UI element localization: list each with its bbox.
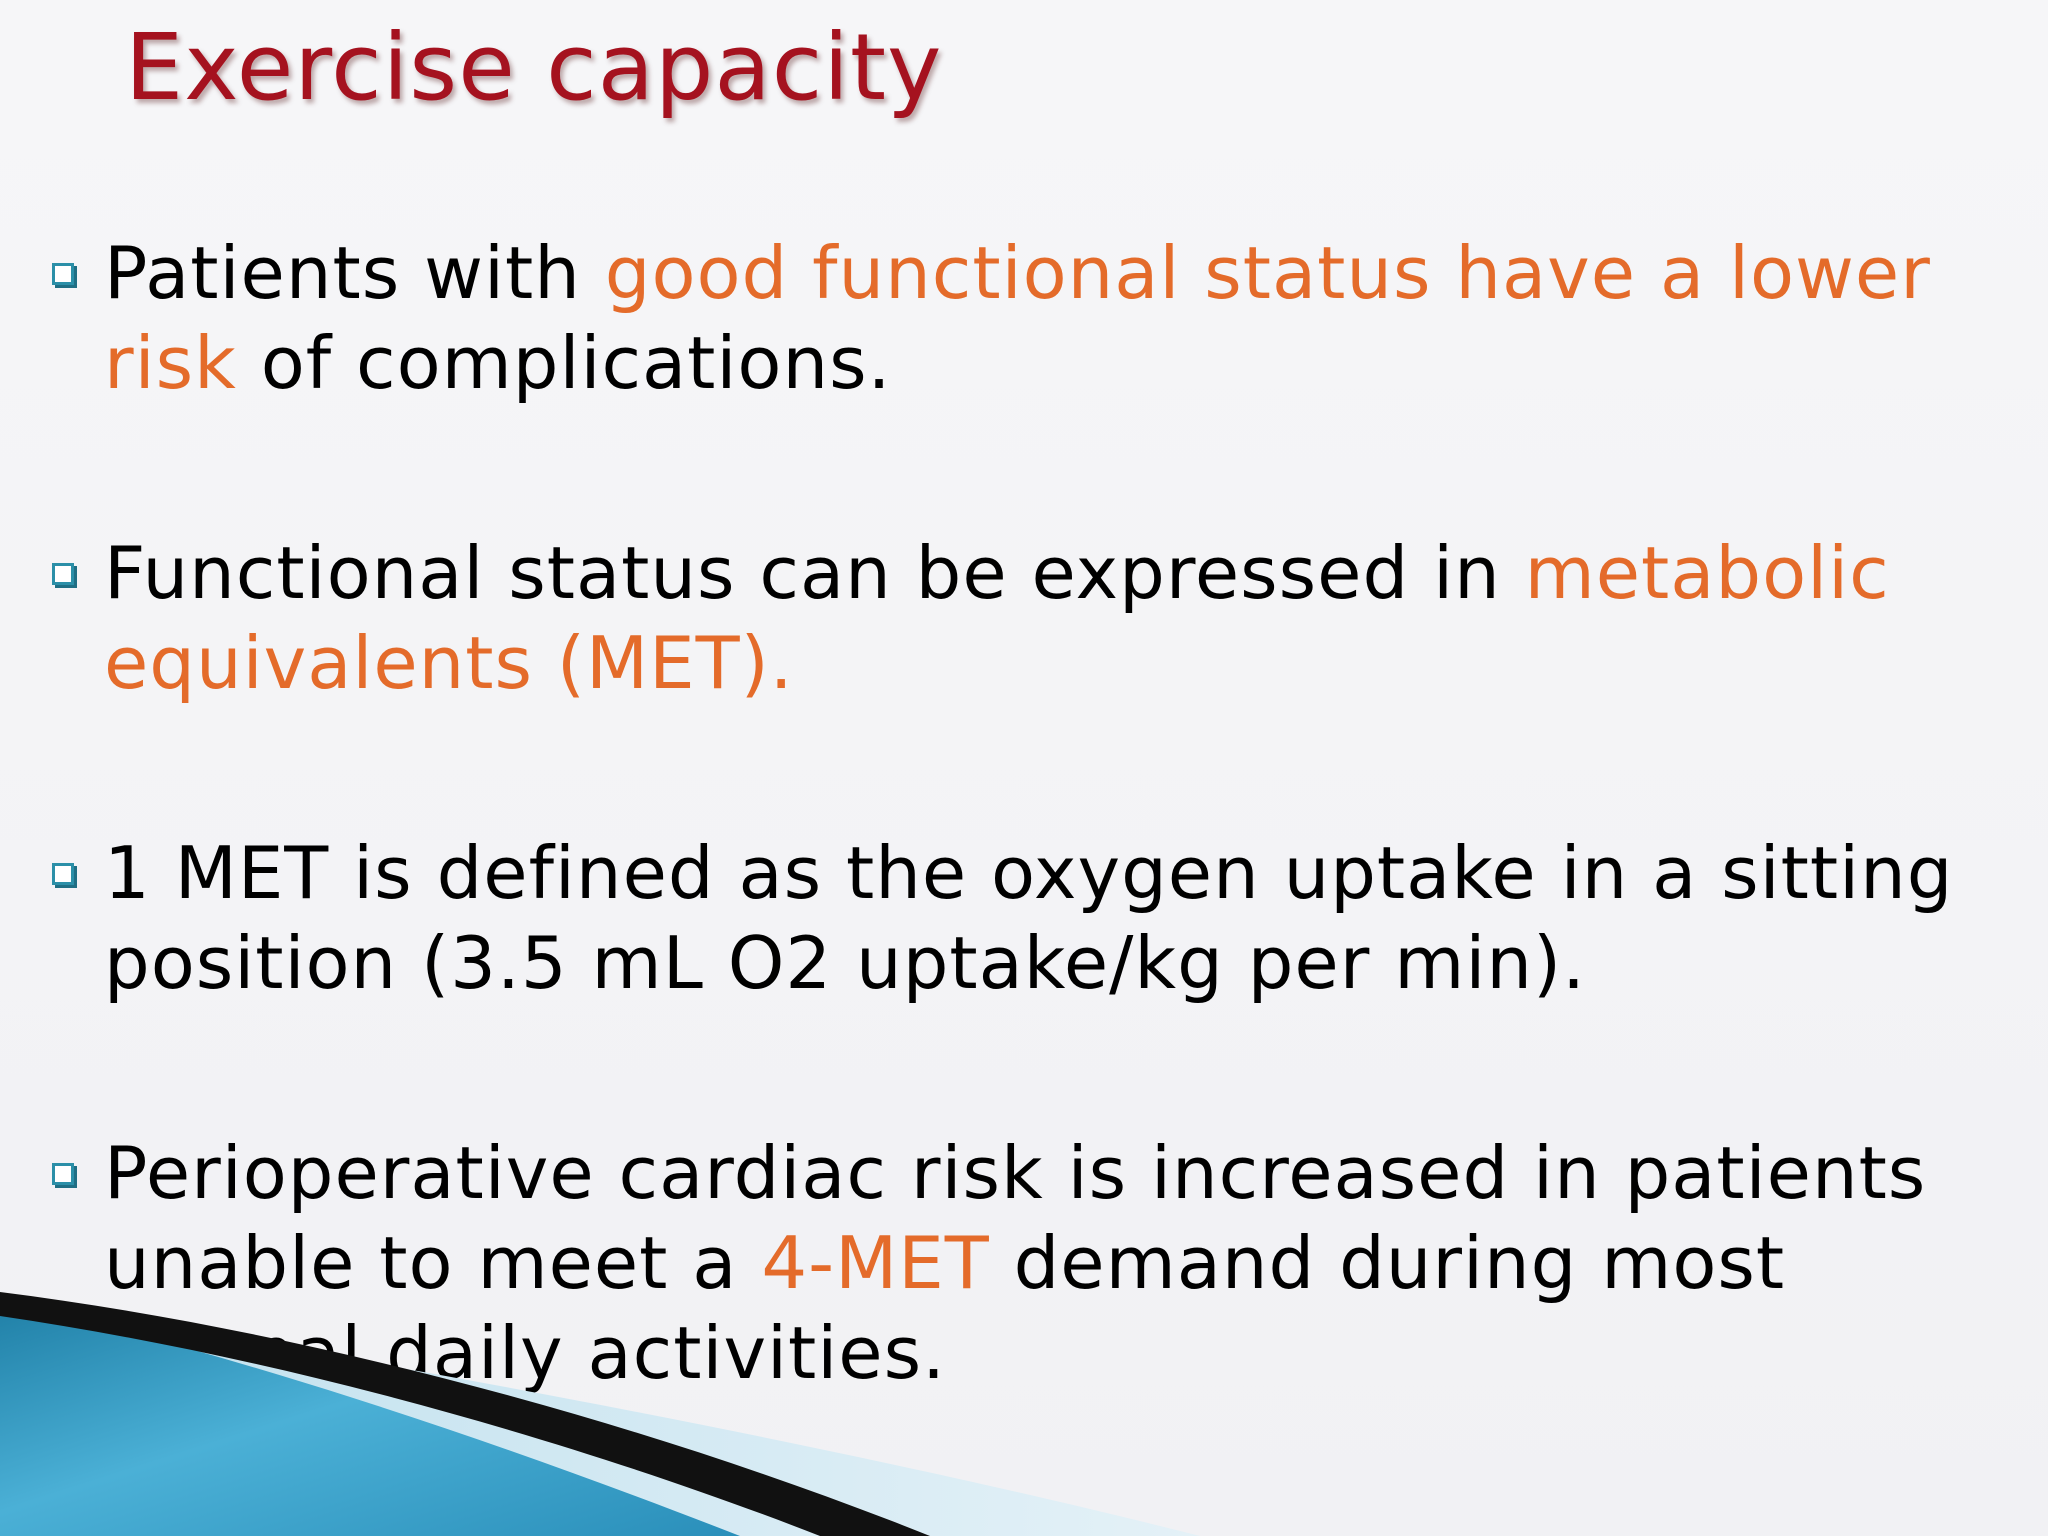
highlight-text: equivalents (MET). bbox=[104, 621, 794, 705]
text-run: of complications. bbox=[236, 321, 892, 405]
text-run: unable to meet a bbox=[104, 1221, 762, 1305]
highlight-text: 4-MET bbox=[761, 1221, 990, 1305]
bullet-line: position (3.5 mL O2 uptake/kg per min). bbox=[104, 918, 1586, 1008]
bullet-line: 1 MET is defined as the oxygen uptake in… bbox=[104, 828, 1953, 918]
bullet-line: Functional status can be expressed in me… bbox=[104, 528, 1890, 618]
bullet-line: Perioperative cardiac risk is increased … bbox=[104, 1128, 1926, 1218]
highlight-text: risk bbox=[104, 321, 237, 405]
bullet-line: risk of complications. bbox=[104, 318, 892, 408]
highlight-text: good functional status have a lower bbox=[604, 231, 1931, 315]
bullet-line: Patients with good functional status hav… bbox=[104, 228, 1931, 318]
bullet-line: normal daily activities. bbox=[104, 1308, 946, 1398]
text-run: position (3.5 mL O2 uptake/kg per min). bbox=[104, 921, 1586, 1005]
square-bullet-icon bbox=[52, 563, 74, 585]
text-run: Patients with bbox=[104, 231, 605, 315]
square-bullet-icon bbox=[52, 263, 74, 285]
bullet-line: equivalents (MET). bbox=[104, 618, 794, 708]
text-run: normal daily activities. bbox=[104, 1311, 946, 1395]
bullet-line: unable to meet a 4-MET demand during mos… bbox=[104, 1218, 1785, 1308]
text-run: 1 MET is defined as the oxygen uptake in… bbox=[104, 831, 1954, 915]
text-run: demand during most bbox=[989, 1221, 1786, 1305]
highlight-text: metabolic bbox=[1524, 531, 1890, 615]
slide-title: Exercise capacity bbox=[125, 14, 943, 121]
square-bullet-icon bbox=[52, 1163, 74, 1185]
square-bullet-icon bbox=[52, 863, 74, 885]
text-run: Functional status can be expressed in bbox=[104, 531, 1525, 615]
text-run: Perioperative cardiac risk is increased … bbox=[104, 1131, 1927, 1215]
